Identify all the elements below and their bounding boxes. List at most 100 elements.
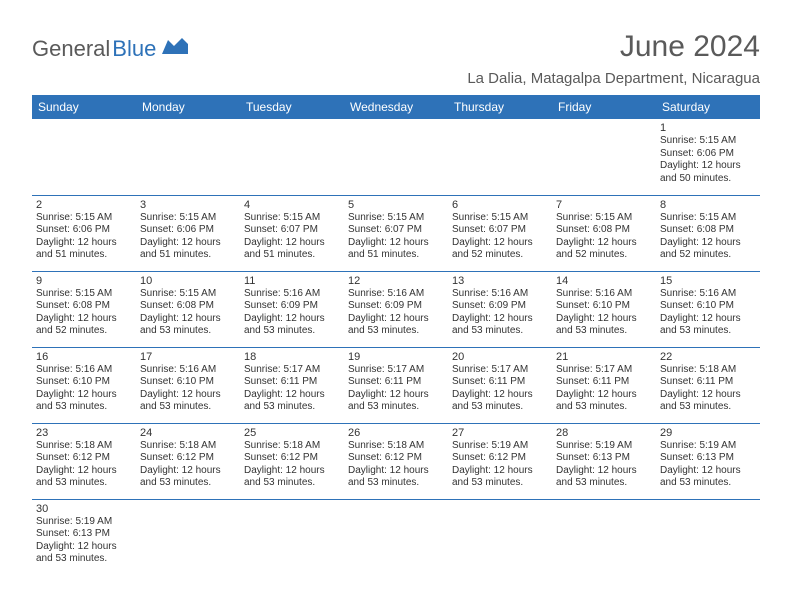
sunset-line: Sunset: 6:11 PM xyxy=(660,376,756,389)
sunset-line: Sunset: 6:08 PM xyxy=(556,224,652,237)
calendar-cell: 26Sunrise: 5:18 AMSunset: 6:12 PMDayligh… xyxy=(344,423,448,499)
day-number: 19 xyxy=(348,351,444,363)
calendar-row: 16Sunrise: 5:16 AMSunset: 6:10 PMDayligh… xyxy=(32,347,760,423)
sunrise-line: Sunrise: 5:18 AM xyxy=(140,440,236,453)
sunset-line: Sunset: 6:07 PM xyxy=(452,224,548,237)
day-number: 13 xyxy=(452,275,548,287)
day-number: 28 xyxy=(556,427,652,439)
sunrise-line: Sunrise: 5:15 AM xyxy=(36,212,132,225)
calendar-row: 30Sunrise: 5:19 AMSunset: 6:13 PMDayligh… xyxy=(32,499,760,575)
sunset-line: Sunset: 6:12 PM xyxy=(36,452,132,465)
col-monday: Monday xyxy=(136,95,240,119)
sunset-line: Sunset: 6:12 PM xyxy=(452,452,548,465)
calendar-cell: 21Sunrise: 5:17 AMSunset: 6:11 PMDayligh… xyxy=(552,347,656,423)
sunrise-line: Sunrise: 5:16 AM xyxy=(556,288,652,301)
calendar-cell: 23Sunrise: 5:18 AMSunset: 6:12 PMDayligh… xyxy=(32,423,136,499)
calendar-cell: 10Sunrise: 5:15 AMSunset: 6:08 PMDayligh… xyxy=(136,271,240,347)
daylight-line: Daylight: 12 hours and 51 minutes. xyxy=(348,237,444,262)
day-number: 26 xyxy=(348,427,444,439)
sunset-line: Sunset: 6:13 PM xyxy=(36,528,132,541)
sunset-line: Sunset: 6:11 PM xyxy=(556,376,652,389)
sunset-line: Sunset: 6:07 PM xyxy=(348,224,444,237)
calendar-cell xyxy=(552,119,656,195)
day-number: 30 xyxy=(36,503,132,515)
sunset-line: Sunset: 6:13 PM xyxy=(660,452,756,465)
calendar-cell: 18Sunrise: 5:17 AMSunset: 6:11 PMDayligh… xyxy=(240,347,344,423)
sunset-line: Sunset: 6:11 PM xyxy=(244,376,340,389)
calendar-cell: 29Sunrise: 5:19 AMSunset: 6:13 PMDayligh… xyxy=(656,423,760,499)
daylight-line: Daylight: 12 hours and 50 minutes. xyxy=(660,160,756,185)
calendar-cell: 11Sunrise: 5:16 AMSunset: 6:09 PMDayligh… xyxy=(240,271,344,347)
calendar-cell xyxy=(136,499,240,575)
sunrise-line: Sunrise: 5:16 AM xyxy=(348,288,444,301)
calendar-cell: 1Sunrise: 5:15 AMSunset: 6:06 PMDaylight… xyxy=(656,119,760,195)
sunset-line: Sunset: 6:12 PM xyxy=(140,452,236,465)
day-number: 24 xyxy=(140,427,236,439)
daylight-line: Daylight: 12 hours and 53 minutes. xyxy=(556,465,652,490)
daylight-line: Daylight: 12 hours and 53 minutes. xyxy=(244,313,340,338)
daylight-line: Daylight: 12 hours and 53 minutes. xyxy=(140,389,236,414)
col-thursday: Thursday xyxy=(448,95,552,119)
sunrise-line: Sunrise: 5:15 AM xyxy=(556,212,652,225)
daylight-line: Daylight: 12 hours and 52 minutes. xyxy=(660,237,756,262)
sunset-line: Sunset: 6:08 PM xyxy=(140,300,236,313)
sunrise-line: Sunrise: 5:17 AM xyxy=(556,364,652,377)
daylight-line: Daylight: 12 hours and 51 minutes. xyxy=(36,237,132,262)
daylight-line: Daylight: 12 hours and 53 minutes. xyxy=(556,389,652,414)
day-number: 2 xyxy=(36,199,132,211)
calendar-cell xyxy=(344,499,448,575)
day-number: 8 xyxy=(660,199,756,211)
sunrise-line: Sunrise: 5:15 AM xyxy=(140,212,236,225)
sunrise-line: Sunrise: 5:15 AM xyxy=(660,212,756,225)
day-number: 3 xyxy=(140,199,236,211)
day-number: 25 xyxy=(244,427,340,439)
daylight-line: Daylight: 12 hours and 53 minutes. xyxy=(660,313,756,338)
daylight-line: Daylight: 12 hours and 53 minutes. xyxy=(660,465,756,490)
day-number: 23 xyxy=(36,427,132,439)
sunrise-line: Sunrise: 5:19 AM xyxy=(452,440,548,453)
calendar-row: 9Sunrise: 5:15 AMSunset: 6:08 PMDaylight… xyxy=(32,271,760,347)
daylight-line: Daylight: 12 hours and 53 minutes. xyxy=(36,541,132,566)
sunset-line: Sunset: 6:11 PM xyxy=(452,376,548,389)
logo-text-blue: Blue xyxy=(112,36,156,62)
calendar-cell xyxy=(448,119,552,195)
day-number: 4 xyxy=(244,199,340,211)
sunset-line: Sunset: 6:08 PM xyxy=(660,224,756,237)
daylight-line: Daylight: 12 hours and 52 minutes. xyxy=(556,237,652,262)
daylight-line: Daylight: 12 hours and 53 minutes. xyxy=(36,389,132,414)
day-number: 12 xyxy=(348,275,444,287)
logo-text-general: General xyxy=(32,36,110,62)
sunrise-line: Sunrise: 5:16 AM xyxy=(660,288,756,301)
calendar-cell: 6Sunrise: 5:15 AMSunset: 6:07 PMDaylight… xyxy=(448,195,552,271)
calendar-cell: 30Sunrise: 5:19 AMSunset: 6:13 PMDayligh… xyxy=(32,499,136,575)
calendar-cell: 28Sunrise: 5:19 AMSunset: 6:13 PMDayligh… xyxy=(552,423,656,499)
calendar-cell: 3Sunrise: 5:15 AMSunset: 6:06 PMDaylight… xyxy=(136,195,240,271)
sunset-line: Sunset: 6:11 PM xyxy=(348,376,444,389)
day-number: 18 xyxy=(244,351,340,363)
sunrise-line: Sunrise: 5:16 AM xyxy=(244,288,340,301)
day-number: 6 xyxy=(452,199,548,211)
calendar-cell: 25Sunrise: 5:18 AMSunset: 6:12 PMDayligh… xyxy=(240,423,344,499)
page-header: General Blue June 2024 La Dalia, Matagal… xyxy=(32,30,760,87)
header-row: Sunday Monday Tuesday Wednesday Thursday… xyxy=(32,95,760,119)
sunrise-line: Sunrise: 5:16 AM xyxy=(36,364,132,377)
sunset-line: Sunset: 6:10 PM xyxy=(140,376,236,389)
sunrise-line: Sunrise: 5:15 AM xyxy=(140,288,236,301)
calendar-cell: 16Sunrise: 5:16 AMSunset: 6:10 PMDayligh… xyxy=(32,347,136,423)
sunset-line: Sunset: 6:09 PM xyxy=(452,300,548,313)
sunrise-line: Sunrise: 5:17 AM xyxy=(452,364,548,377)
sunset-line: Sunset: 6:12 PM xyxy=(348,452,444,465)
col-friday: Friday xyxy=(552,95,656,119)
sunrise-line: Sunrise: 5:19 AM xyxy=(556,440,652,453)
daylight-line: Daylight: 12 hours and 51 minutes. xyxy=(140,237,236,262)
daylight-line: Daylight: 12 hours and 52 minutes. xyxy=(452,237,548,262)
day-number: 29 xyxy=(660,427,756,439)
calendar-cell: 13Sunrise: 5:16 AMSunset: 6:09 PMDayligh… xyxy=(448,271,552,347)
calendar-table: Sunday Monday Tuesday Wednesday Thursday… xyxy=(32,95,760,575)
daylight-line: Daylight: 12 hours and 53 minutes. xyxy=(452,389,548,414)
sunrise-line: Sunrise: 5:15 AM xyxy=(36,288,132,301)
calendar-cell: 22Sunrise: 5:18 AMSunset: 6:11 PMDayligh… xyxy=(656,347,760,423)
calendar-cell: 15Sunrise: 5:16 AMSunset: 6:10 PMDayligh… xyxy=(656,271,760,347)
sunset-line: Sunset: 6:12 PM xyxy=(244,452,340,465)
day-number: 11 xyxy=(244,275,340,287)
